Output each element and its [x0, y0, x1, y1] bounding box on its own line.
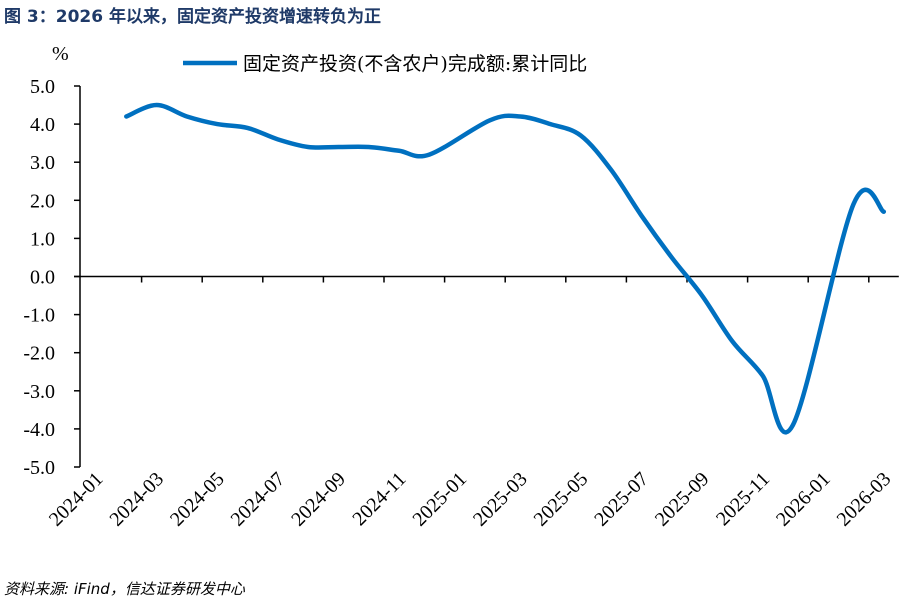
y-tick-label: 2.0 — [30, 190, 55, 212]
x-tick-label: 2025-01 — [408, 468, 471, 531]
x-tick-label: 2024-09 — [287, 468, 350, 531]
y-tick-label: 5.0 — [30, 76, 55, 98]
x-tick-label: 2024-07 — [227, 468, 290, 531]
y-tick-label: -5.0 — [23, 457, 55, 479]
x-tick-label: 2025-05 — [530, 468, 593, 531]
x-tick-label: 2025-03 — [469, 468, 532, 531]
y-tick-label: 0.0 — [30, 267, 55, 289]
y-tick-label: -2.0 — [23, 343, 55, 365]
legend: 固定资产投资(不含农户)完成额:累计同比 — [183, 53, 587, 75]
x-tick-label: 2026-03 — [833, 468, 896, 531]
x-tick-label: 2024-11 — [348, 468, 410, 530]
y-tick-label: 3.0 — [30, 152, 55, 174]
x-tick-label: 2024-05 — [166, 468, 229, 531]
figure-title: 图 3：2026 年以来，固定资产投资增速转负为正 — [4, 7, 381, 27]
x-tick-label: 2025-09 — [651, 468, 714, 531]
x-tick-label: 2026-01 — [772, 468, 835, 531]
y-tick-label: 1.0 — [30, 228, 55, 250]
y-axis-unit-label: % — [52, 43, 69, 65]
y-tick-label: -3.0 — [23, 381, 55, 403]
y-tick-label: -4.0 — [23, 419, 55, 441]
x-tick-label: 2025-11 — [712, 468, 774, 530]
x-tick-label: 2025-07 — [590, 468, 653, 531]
source-note: 资料来源: iFind，信达证券研发中心 — [4, 580, 245, 598]
series-line — [124, 102, 887, 435]
legend-label: 固定资产投资(不含农户)完成额:累计同比 — [243, 53, 587, 75]
y-tick-label: 4.0 — [30, 114, 55, 136]
y-tick-label: -1.0 — [23, 305, 55, 327]
x-tick-label: 2024-03 — [105, 468, 168, 531]
